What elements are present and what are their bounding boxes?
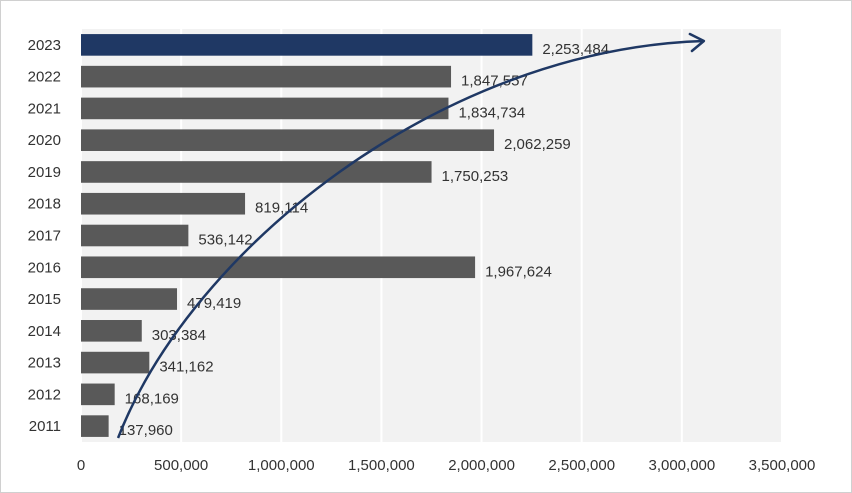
category-label-2015: 2015 — [28, 291, 61, 308]
category-label-2013: 2013 — [28, 355, 61, 372]
x-tick-label-4: 2,000,000 — [448, 457, 515, 474]
bar-2014[interactable] — [81, 320, 142, 342]
bar-series — [81, 34, 533, 437]
bar-2021[interactable] — [81, 97, 449, 120]
category-label-2011: 2011 — [29, 418, 61, 435]
value-axis: 0 500,000 1,000,000 1,500,000 2,000,000 2,500… — [77, 457, 816, 474]
category-label-2014: 2014 — [28, 323, 61, 340]
data-label-2011: 137,960 — [119, 422, 173, 439]
category-label-2012: 2012 — [28, 386, 61, 403]
category-label-2023: 2023 — [28, 37, 61, 54]
bar-2013[interactable] — [81, 351, 150, 374]
bar-2012[interactable] — [81, 383, 115, 406]
x-tick-label-1: 500,000 — [154, 457, 208, 474]
x-tick-label-0: 0 — [77, 457, 85, 474]
data-label-2020: 2,062,259 — [504, 136, 571, 153]
bar-2018[interactable] — [81, 192, 246, 215]
x-tick-label-7: 3,500,000 — [749, 457, 816, 474]
data-label-2023: 2,253,484 — [542, 41, 609, 58]
category-axis: 2023 2022 2021 2020 2019 2018 2017 2016 2015 2014… — [28, 37, 61, 435]
plot-band — [581, 29, 682, 442]
plot-band — [381, 29, 482, 442]
data-labels: 2,253,484 1,847,557 1,834,734 2,062,259 1,75… — [119, 41, 609, 439]
data-label-2022: 1,847,557 — [461, 73, 528, 90]
plot-band — [481, 29, 582, 442]
bar-2015[interactable] — [81, 288, 178, 310]
trend-arrowhead-icon — [688, 32, 706, 53]
plot-band — [281, 29, 382, 442]
trend-arrow-layer — [116, 32, 706, 439]
bar-2016[interactable] — [81, 256, 476, 279]
x-tick-label-6: 3,000,000 — [648, 457, 715, 474]
bar-2017[interactable] — [81, 224, 189, 247]
category-label-2020: 2020 — [28, 132, 61, 149]
data-label-2014: 303,384 — [152, 327, 206, 344]
x-tick-label-2: 1,000,000 — [248, 457, 315, 474]
data-label-2021: 1,834,734 — [458, 104, 525, 121]
bar-2022[interactable] — [81, 65, 452, 88]
category-label-2017: 2017 — [28, 228, 61, 245]
bar-2019[interactable] — [81, 161, 432, 183]
bar-2020[interactable] — [81, 129, 495, 151]
category-label-2022: 2022 — [28, 69, 61, 86]
category-label-2021: 2021 — [28, 100, 61, 117]
data-label-2016: 1,967,624 — [485, 263, 552, 280]
data-label-2013: 341,162 — [159, 359, 213, 376]
category-label-2018: 2018 — [28, 196, 61, 213]
category-label-2019: 2019 — [28, 164, 61, 181]
data-label-2019: 1,750,253 — [442, 168, 509, 185]
trend-arrow — [116, 39, 704, 439]
plot-band — [681, 29, 782, 442]
bar-2023[interactable] — [81, 34, 533, 56]
x-tick-label-3: 1,500,000 — [348, 457, 415, 474]
data-label-2018: 819,114 — [255, 200, 308, 217]
x-tick-label-5: 2,500,000 — [548, 457, 615, 474]
bar-2011[interactable] — [81, 415, 109, 437]
category-label-2016: 2016 — [28, 259, 61, 276]
data-label-2017: 536,142 — [198, 232, 252, 249]
